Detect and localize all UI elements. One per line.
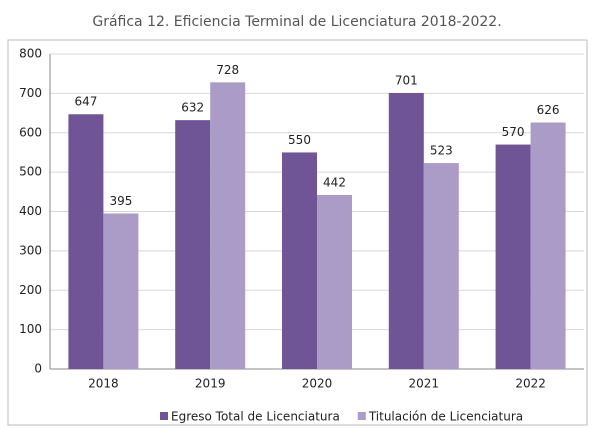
data-label: 570 — [502, 125, 525, 139]
bar — [282, 152, 317, 369]
y-tick-label: 800 — [19, 47, 42, 61]
x-tick-label: 2022 — [515, 377, 546, 391]
x-tick-label: 2018 — [88, 377, 119, 391]
legend-swatch — [160, 412, 168, 420]
y-tick-label: 0 — [34, 362, 42, 376]
data-label: 550 — [288, 133, 311, 147]
y-tick-label: 400 — [19, 204, 42, 218]
bar — [317, 194, 352, 369]
bar — [423, 163, 459, 369]
data-label: 647 — [74, 95, 97, 109]
data-label: 701 — [395, 73, 418, 87]
bar — [68, 114, 104, 370]
bar — [495, 144, 531, 369]
y-tick-label: 300 — [19, 243, 42, 257]
y-tick-label: 600 — [19, 125, 42, 139]
bar — [530, 122, 566, 369]
bar — [210, 82, 246, 369]
legend-label: Titulación de Licenciatura — [368, 410, 523, 424]
bar — [175, 120, 211, 370]
x-tick-label: 2021 — [409, 377, 440, 391]
data-label: 632 — [181, 101, 204, 115]
data-label: 523 — [430, 144, 453, 158]
y-tick-label: 200 — [19, 283, 42, 297]
data-label: 626 — [537, 103, 560, 117]
data-label: 395 — [109, 194, 132, 208]
x-tick-label: 2019 — [195, 377, 226, 391]
x-tick-label: 2020 — [302, 377, 333, 391]
data-label: 442 — [323, 175, 346, 189]
y-tick-label: 500 — [19, 165, 42, 179]
bar — [103, 213, 139, 369]
chart-title: Gráfica 12. Eficiencia Terminal de Licen… — [92, 14, 501, 30]
y-tick-label: 700 — [19, 86, 42, 100]
legend-label: Egreso Total de Licenciatura — [171, 410, 340, 424]
plot-frame — [7, 39, 588, 426]
bar — [388, 92, 424, 369]
legend-swatch — [357, 412, 366, 420]
data-label: 728 — [216, 63, 239, 77]
y-tick-label: 100 — [19, 322, 42, 336]
